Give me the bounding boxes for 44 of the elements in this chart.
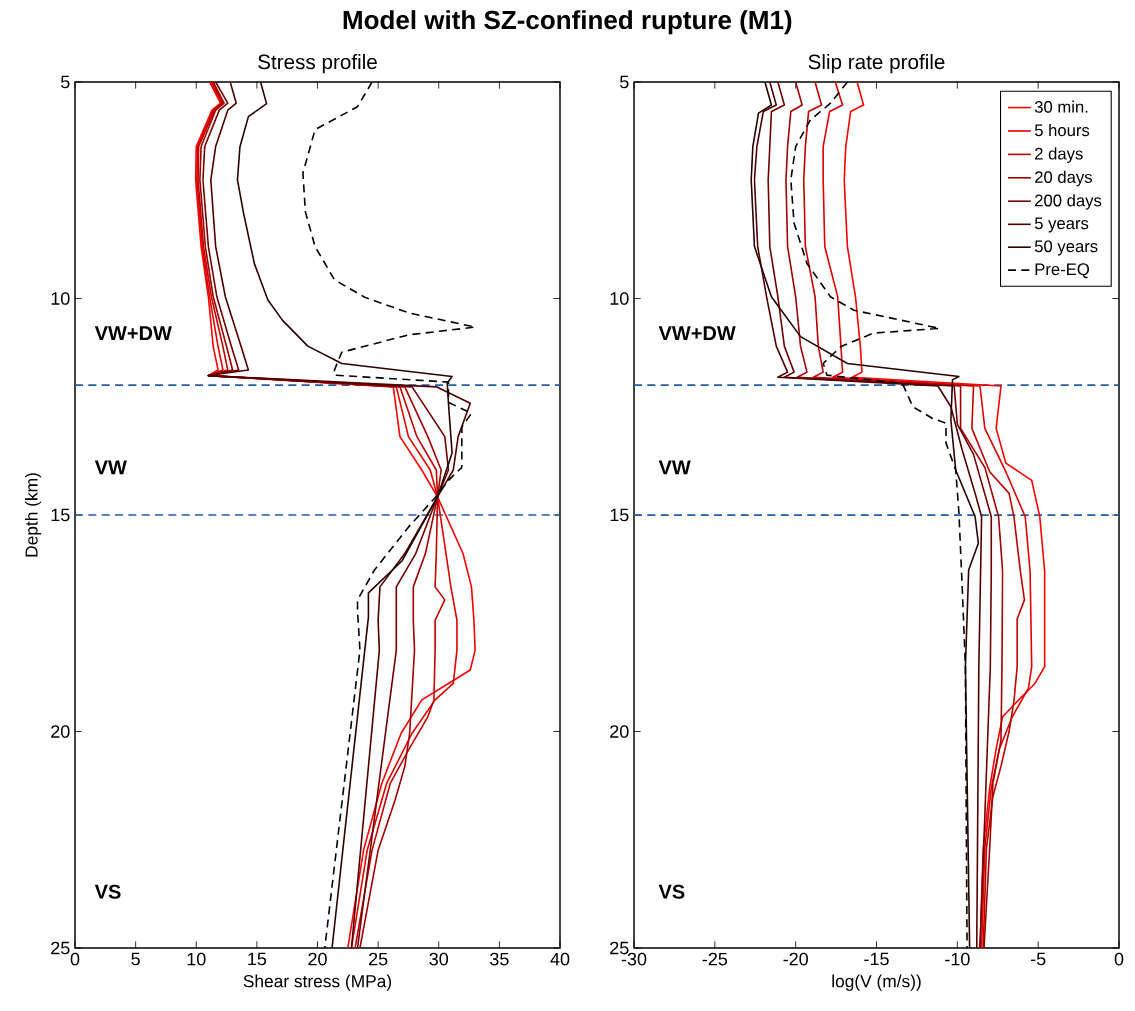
annotation: VW xyxy=(658,460,691,475)
legend-label: 20 days xyxy=(1035,170,1092,187)
y-tick-label: 5 xyxy=(60,75,70,89)
legend-label: Pre-EQ xyxy=(1035,263,1089,279)
x-tick-label: -5 xyxy=(1030,952,1046,966)
x-tick-label: 30 xyxy=(429,952,449,966)
annotation: VW+DW xyxy=(658,326,736,341)
x-tick-label: 25 xyxy=(369,952,388,966)
legend-label: 5 hours xyxy=(1034,123,1090,137)
legend-label: 5 years xyxy=(1034,217,1089,233)
x-tick-label: 0 xyxy=(70,952,80,966)
y-tick-label: 5 xyxy=(620,75,629,89)
legend-label: 30 min. xyxy=(1034,100,1088,113)
x-axis-title: Shear stress (MPa) xyxy=(243,974,392,991)
x-axis-title: log(V (m/s)) xyxy=(832,974,921,991)
x-tick-label: 40 xyxy=(550,952,570,966)
y-tick-label: 20 xyxy=(610,725,629,738)
y-tick-label: 15 xyxy=(610,508,629,522)
x-tick-label: 15 xyxy=(248,952,267,966)
x-tick-label: 35 xyxy=(490,952,509,966)
y-tick-label: 20 xyxy=(51,725,70,738)
y-tick-label: 25 xyxy=(51,941,70,955)
y-tick-label: 15 xyxy=(51,508,70,522)
annotation: VS xyxy=(658,884,685,899)
chart-title: Slip rate profile xyxy=(808,54,945,74)
legend-label: 200 days xyxy=(1035,194,1102,210)
x-tick-label: -25 xyxy=(702,952,728,966)
x-tick-label: 5 xyxy=(131,952,140,966)
legend-label: 2 days xyxy=(1035,147,1083,163)
x-tick-label: -10 xyxy=(945,952,970,966)
legend-label: 50 years xyxy=(1034,240,1098,256)
y-tick-label: 10 xyxy=(610,292,629,305)
chart-title: Stress profile xyxy=(258,54,377,74)
x-tick-label: -20 xyxy=(783,952,808,966)
annotation: VW xyxy=(94,460,127,475)
x-tick-label: -15 xyxy=(864,952,889,966)
x-tick-label: 10 xyxy=(187,952,206,966)
y-axis-title: Depth (km) xyxy=(24,473,42,557)
annotation: VW+DW xyxy=(94,326,172,341)
x-tick-label: 20 xyxy=(308,952,327,966)
annotation: VS xyxy=(94,884,121,899)
y-tick-label: 10 xyxy=(51,292,70,305)
text: Model with SZ-confined rupture (M1) xyxy=(343,10,792,35)
x-tick-label: 0 xyxy=(1114,952,1124,966)
